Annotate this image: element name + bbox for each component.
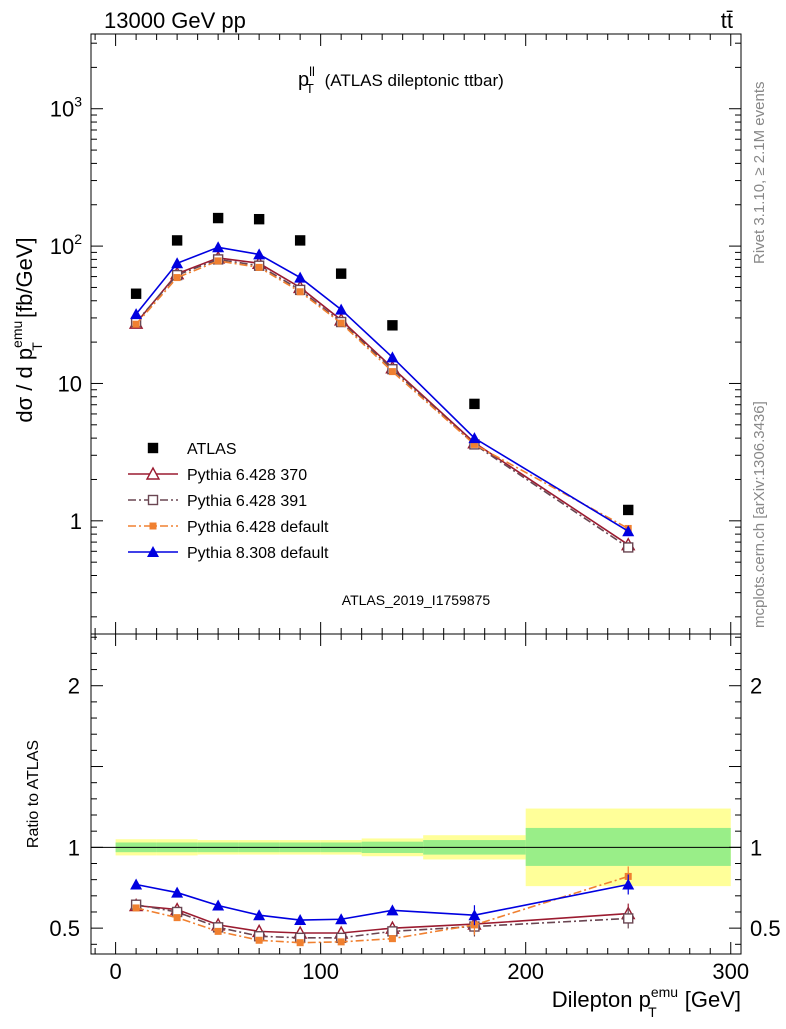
y-axis-label: dσ / d pemu T [fb/GeV] <box>9 237 45 422</box>
ratio-data-point <box>294 914 307 926</box>
ratio-y-tick-label: 1 <box>68 835 80 860</box>
data-point <box>171 257 184 269</box>
legend-marker <box>147 546 159 557</box>
data-point <box>335 268 347 279</box>
data-point <box>622 525 635 537</box>
data-point <box>212 212 224 224</box>
data-point <box>470 440 478 448</box>
data-point <box>294 235 306 246</box>
data-point <box>173 274 181 282</box>
data-point <box>388 368 396 376</box>
ratio-data-point <box>468 909 481 921</box>
ratio-data-point <box>296 939 304 947</box>
ratio-data-point <box>171 886 184 898</box>
legend-label: Pythia 6.428 391 <box>187 493 307 510</box>
data-point <box>130 288 142 299</box>
ratio-y-tick-label-right: 0.5 <box>750 916 781 941</box>
legend-label: Pythia 8.308 default <box>187 545 329 562</box>
ratio-y-tick-label: 2 <box>68 674 80 699</box>
data-point <box>337 319 345 327</box>
ratio-data-point <box>212 899 225 911</box>
ratio-series-line <box>135 903 629 939</box>
legend-label: Pythia 6.428 370 <box>187 467 307 484</box>
legend-entry: Pythia 6.428 391 <box>128 493 307 510</box>
main-frame <box>90 33 742 635</box>
data-point <box>623 542 634 553</box>
data-point <box>623 504 634 516</box>
data-point <box>130 308 143 320</box>
legend-entry: Pythia 8.308 default <box>128 545 329 562</box>
series-0 <box>130 212 634 516</box>
data-point <box>335 303 348 315</box>
ratio-data-point <box>130 878 143 890</box>
ratio-data-point <box>387 926 398 937</box>
ratio-data-point <box>132 904 140 912</box>
data-point <box>253 213 265 225</box>
header-right-label: tt̄ <box>721 8 733 33</box>
ratio-data-point <box>253 909 266 921</box>
legend-label: Pythia 6.428 default <box>187 519 329 536</box>
data-point <box>171 235 183 246</box>
y-tick-label: 102 <box>50 231 82 259</box>
data-point <box>386 351 399 363</box>
data-point <box>255 263 263 271</box>
data-point <box>212 241 225 253</box>
legend-marker <box>145 466 161 480</box>
analysis-label: ATLAS_2019_I1759875 <box>342 592 491 608</box>
ratio-data-point <box>335 913 348 925</box>
ratio-data-point <box>173 914 181 922</box>
ratio-series-0 <box>128 898 636 939</box>
legend-marker <box>149 522 157 530</box>
legend-marker <box>147 494 159 506</box>
legend-label: ATLAS <box>187 441 237 458</box>
ratio-data-point <box>255 936 263 944</box>
ratio-y-axis-label: Ratio to ATLAS <box>25 740 42 848</box>
y-tick-label: 10 <box>58 371 82 396</box>
ratio-y-tick-label-right: 1 <box>750 835 762 860</box>
ratio-data-point <box>388 935 396 943</box>
ratio-data-point <box>623 913 634 924</box>
ratio-panel: 0.5 0.5 1 1 2 2 0 100 200 300 Ratio to ATLAS Dilept… <box>25 633 781 1020</box>
ratio-data-point <box>214 927 222 935</box>
data-point <box>132 320 140 328</box>
data-point <box>387 320 398 331</box>
legend-entry: Pythia 6.428 370 <box>128 466 307 484</box>
ratio-series-line <box>135 883 629 921</box>
ratio-series-line <box>135 875 629 944</box>
chart-title: pll T (ATLAS dileptonic ttbar) <box>298 64 504 96</box>
data-point <box>214 257 222 265</box>
ratio-data-point <box>386 904 399 916</box>
legend-entry: ATLAS <box>147 441 237 458</box>
series-4 <box>130 241 635 537</box>
x-tick-label: 100 <box>302 959 339 984</box>
header-left-label: 13000 GeV pp <box>104 8 246 33</box>
ratio-data-point <box>622 878 635 890</box>
legend-entry: Pythia 6.428 default <box>128 519 329 536</box>
x-tick-label: 300 <box>712 959 749 984</box>
data-point <box>296 288 304 296</box>
data-point <box>468 432 481 444</box>
legend-marker <box>147 442 159 454</box>
y-tick-label: 1 <box>70 509 82 534</box>
data-point <box>294 271 307 283</box>
series-3 <box>132 257 632 532</box>
data-point <box>469 398 480 410</box>
ratio-y-tick-label: 0.5 <box>49 916 80 941</box>
ratio-y-tick-label-right: 2 <box>750 674 762 699</box>
ratio-series-3 <box>130 874 635 926</box>
y-tick-label: 103 <box>50 94 82 122</box>
data-point <box>253 248 266 260</box>
x-tick-label: 0 <box>109 959 121 984</box>
ratio-data-point <box>337 938 345 946</box>
x-tick-label: 200 <box>507 959 544 984</box>
series-line <box>135 260 629 530</box>
mcplots-label: mcplots.cern.ch [arXiv:1306.3436] <box>751 401 768 628</box>
rivet-label: Rivet 3.1.10, ≥ 2.1M events <box>751 82 768 265</box>
ratio-frame <box>90 633 742 955</box>
x-axis-label: Dilepton pemu T [GeV] <box>552 984 741 1020</box>
